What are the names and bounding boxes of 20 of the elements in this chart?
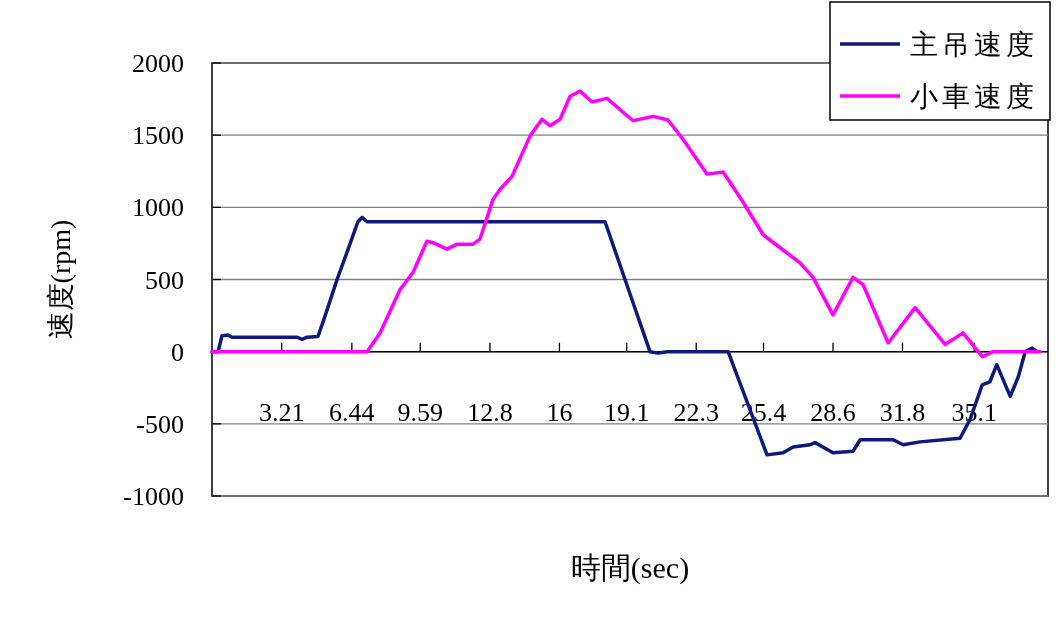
y-tick-label: 2000 [132, 49, 184, 78]
y-tick-label: 1500 [132, 121, 184, 151]
x-tick-label: 16 [546, 397, 573, 427]
x-tick-label: 6.44 [329, 397, 375, 427]
y-axis-title: 速度(rpm) [45, 219, 76, 340]
x-tick-label: 12.8 [467, 397, 513, 427]
x-tick-label: 28.6 [810, 397, 856, 427]
x-tick-label: 9.59 [397, 397, 443, 427]
x-tick-label: 31.8 [879, 397, 926, 427]
y-tick-label: -500 [136, 409, 184, 439]
y-tick-label: 500 [145, 265, 184, 295]
legend-label: 主吊速度 [910, 28, 1038, 61]
legend-label: 小車速度 [910, 80, 1038, 113]
y-tick-label: 1000 [132, 193, 184, 223]
x-tick-label: 19.1 [603, 397, 650, 427]
x-tick-label: 22.3 [673, 397, 719, 427]
x-tick-label: 3.21 [258, 397, 305, 427]
x-axis-title: 時間(sec) [570, 551, 690, 585]
y-tick-label: 0 [171, 337, 184, 367]
y-tick-label: -1000 [123, 482, 184, 511]
